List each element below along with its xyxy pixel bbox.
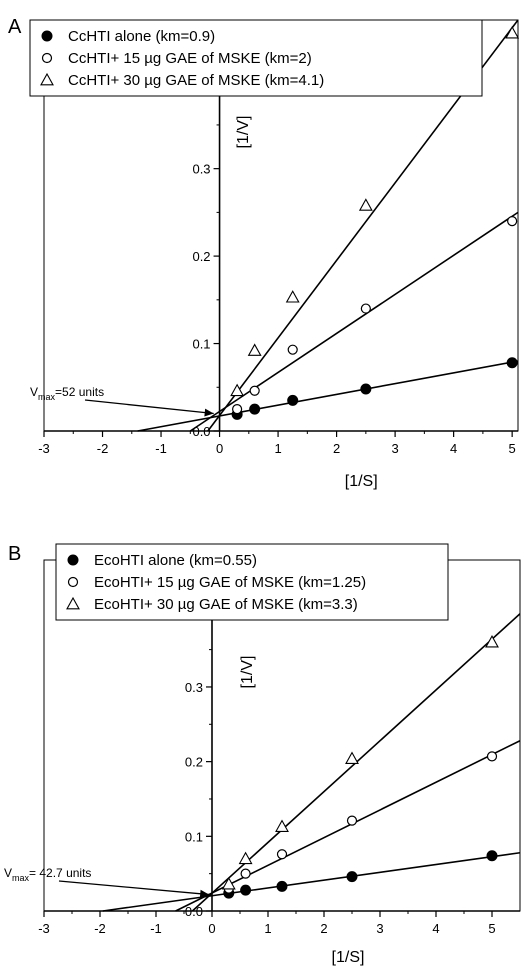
legend-marker-series-1 [41,30,53,42]
data-point-series-1 [249,403,261,415]
fit-line-series-1 [102,851,521,912]
y-tick-label: 0.3 [185,680,203,695]
legend-label-series-3: EcoHTI+ 30 µg GAE of MSKE (km=3.3) [94,596,358,613]
y-tick-label: 0.1 [185,829,203,844]
data-point-series-1 [240,884,252,896]
x-tick-label: -1 [155,441,167,456]
x-tick-label: 2 [320,921,327,936]
x-tick-label: -3 [38,921,50,936]
data-point-series-1 [486,850,498,862]
legend-label-series-2: CcHTI+ 15 µg GAE of MSKE (km=2) [68,50,312,67]
vmax-subscript: max [12,873,30,883]
data-point-series-3 [345,751,359,765]
panel-label: A [8,16,22,38]
vmax-annotation: Vmax=52 units [30,385,104,402]
y-tick-label: 0.2 [192,249,210,264]
data-point-series-3 [505,25,520,39]
data-point-series-3 [230,383,245,397]
data-point-series-3 [485,635,499,648]
x-tick-label: 4 [432,921,439,936]
x-tick-label: -3 [38,441,50,456]
data-point-series-2 [232,404,243,415]
vmax-suffix: =52 units [55,385,104,399]
vmax-annotation: Vmax= 42.7 units [4,866,91,883]
chart-panel-a: A-3-2-10123450.00.10.20.30.4[1/S][1/V]Vm… [8,16,520,490]
vmax-subscript: max [38,392,56,402]
legend-label-series-3: CcHTI+ 30 µg GAE of MSKE (km=4.1) [68,72,324,89]
x-axis-label: [1/S] [332,949,365,966]
data-point-series-2 [486,751,498,762]
fit-line-series-2 [175,740,521,912]
legend-box [29,19,483,97]
y-tick-label: 0.0 [192,424,210,439]
x-tick-label: 3 [376,921,383,936]
data-point-series-3 [238,851,253,865]
legend-marker-series-2 [67,576,79,588]
panel-label: B [8,543,21,565]
legend-label-series-1: CcHTI alone (km=0.9) [68,28,215,45]
y-tick-label: 0.3 [192,162,210,177]
legend-label-series-2: EcoHTI+ 15 µg GAE of MSKE (km=1.25) [94,574,366,591]
legend-label-series-1: EcoHTI alone (km=0.55) [94,552,257,569]
x-tick-label: -1 [150,921,162,936]
data-point-series-2 [287,344,298,355]
legend-marker-series-1 [67,554,79,566]
vmax-arrow-line [58,880,210,896]
data-point-series-2 [276,849,288,860]
data-point-series-3 [275,819,289,832]
x-axis-label: [1/S] [345,473,378,490]
vmax-prefix: V [30,385,38,399]
legend-marker-series-2 [41,52,53,64]
data-point-series-2 [249,385,260,396]
data-point-series-2 [346,815,358,826]
x-tick-label: 5 [509,441,516,456]
data-point-series-1 [276,880,288,892]
legend-box [55,543,449,621]
data-point-series-1 [287,394,299,406]
y-tick-label: 0.2 [185,755,203,770]
vmax-arrow-head [199,889,210,898]
x-tick-label: 2 [333,441,340,456]
data-point-series-2 [360,303,371,314]
y-tick-label: 0.1 [192,337,210,352]
x-tick-label: 3 [391,441,398,456]
y-axis-label: [1/V] [239,656,256,689]
data-point-series-1 [506,357,518,369]
x-tick-label: 0 [208,921,215,936]
y-axis-label: [1/V] [235,116,252,149]
y-tick-label: 0.0 [185,904,203,919]
vmax-prefix: V [4,866,12,880]
fit-line-series-2 [189,211,519,432]
data-point-series-3 [358,198,373,211]
x-tick-label: 1 [264,921,271,936]
data-point-series-3 [221,876,236,890]
x-tick-label: 5 [488,921,495,936]
vmax-arrow-head [204,408,214,417]
data-point-series-2 [507,216,518,227]
x-tick-label: 4 [450,441,457,456]
vmax-suffix: = 42.7 units [29,866,91,880]
data-point-series-3 [285,290,300,303]
vmax-arrow-line [84,399,214,415]
data-point-series-3 [247,343,262,356]
data-point-series-1 [346,871,358,883]
x-tick-label: 1 [274,441,281,456]
data-point-series-2 [240,868,251,879]
data-point-series-1 [360,383,372,395]
legend-marker-series-3 [40,72,54,86]
legend-marker-series-3 [66,596,80,610]
chart-panel-b: B-3-2-10123450.00.10.20.30.4[1/S][1/V]Vm… [4,543,521,966]
x-tick-label: -2 [97,441,109,456]
x-tick-label: 0 [216,441,223,456]
x-tick-label: -2 [94,921,106,936]
fit-line-series-1 [137,360,519,432]
